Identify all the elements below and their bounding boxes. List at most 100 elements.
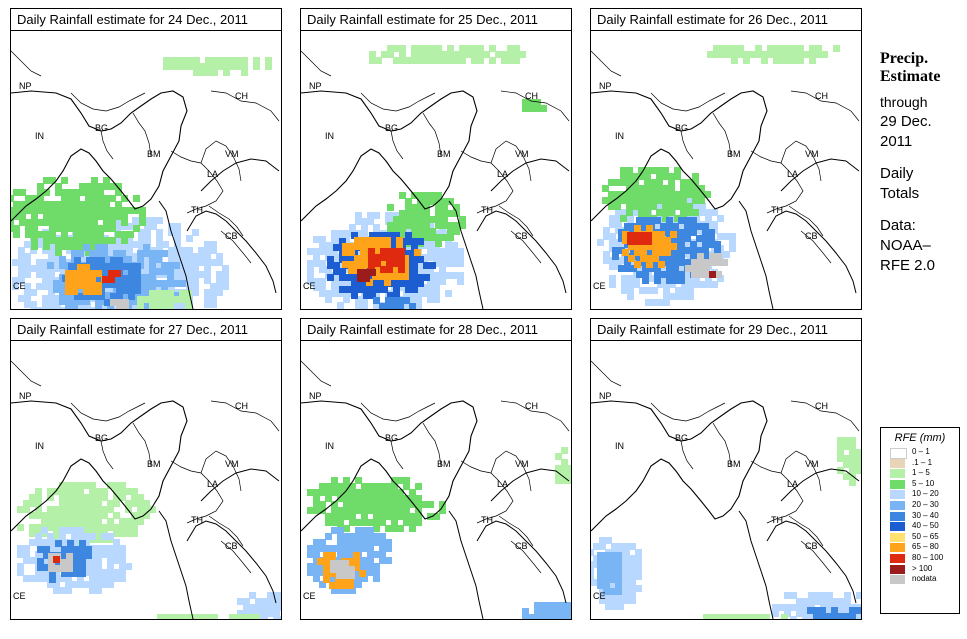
rainfall-area xyxy=(373,297,416,309)
country-label: TH xyxy=(771,515,783,525)
country-label: VM xyxy=(515,149,529,159)
country-label: NP xyxy=(309,81,322,91)
country-label: CH xyxy=(235,91,248,101)
legend-item: 30 – 40 xyxy=(881,511,959,522)
country-boundary xyxy=(448,468,570,619)
rainfall-area xyxy=(627,232,652,245)
sidebar-caption: Precip. Estimate through 29 Dec. 2011 Da… xyxy=(880,50,965,276)
rainfall-area xyxy=(157,614,260,619)
country-label: NP xyxy=(599,391,612,401)
country-label: IN xyxy=(615,441,624,451)
country-label: LA xyxy=(497,479,508,489)
legend-item: 10 – 20 xyxy=(881,489,959,500)
country-label: CH xyxy=(815,401,828,411)
legend-item: 50 – 65 xyxy=(881,532,959,543)
country-label: TH xyxy=(191,515,203,525)
legend-label: 40 – 50 xyxy=(912,521,939,531)
country-label: CB xyxy=(515,231,528,241)
legend-label: 30 – 40 xyxy=(912,510,939,520)
country-boundary xyxy=(301,90,478,222)
country-label: BM xyxy=(147,459,161,469)
rainfall-area xyxy=(369,45,526,64)
caption-through: through xyxy=(880,94,928,110)
rainfall-panel-5: Daily Rainfall estimate for 28 Dec., 201… xyxy=(300,318,572,620)
rainfall-area xyxy=(307,477,446,532)
country-label: NP xyxy=(19,391,32,401)
legend-label: 1 – 5 xyxy=(912,468,930,478)
rainfall-area xyxy=(807,607,861,619)
legend-label: 65 – 80 xyxy=(912,542,939,552)
country-label: IN xyxy=(325,441,334,451)
caption-totals: Totals xyxy=(880,185,920,202)
country-boundary xyxy=(11,50,280,264)
country-label: LA xyxy=(207,479,218,489)
country-label: CE xyxy=(303,591,316,601)
rainfall-panel-1: Daily Rainfall estimate for 24 Dec., 201… xyxy=(10,8,282,310)
country-label: BG xyxy=(675,433,688,443)
rainfall-area xyxy=(555,447,571,484)
country-label: LA xyxy=(497,169,508,179)
country-label: CB xyxy=(225,541,238,551)
country-label: IN xyxy=(35,441,44,451)
country-boundary xyxy=(301,400,478,532)
legend-item: .1 – 1 xyxy=(881,458,959,469)
panel-title: Daily Rainfall estimate for 28 Dec., 201… xyxy=(300,318,572,341)
map-canvas: NP CH IN BG BM VM LA TH CB CE xyxy=(11,50,280,309)
map-canvas: NP CH IN BG BM VM LA TH CB CE xyxy=(591,45,860,309)
rainfall-panel-2: Daily Rainfall estimate for 25 Dec., 201… xyxy=(300,8,572,310)
country-label: VM xyxy=(225,459,239,469)
panel-title: Daily Rainfall estimate for 24 Dec., 201… xyxy=(10,8,282,31)
rainfall-area xyxy=(102,270,121,283)
legend-swatch xyxy=(890,553,905,563)
legend-item: 20 – 30 xyxy=(881,500,959,511)
rainfall-area xyxy=(53,556,60,563)
caption-title-line2: Estimate xyxy=(880,68,941,85)
legend-swatch xyxy=(890,564,905,574)
caption-date: 29 Dec. xyxy=(880,113,932,130)
rainfall-area xyxy=(602,167,711,222)
legend-title: RFE (mm) xyxy=(894,432,946,444)
rainfall-area xyxy=(330,560,355,579)
country-label: NP xyxy=(599,81,612,91)
country-label: CE xyxy=(303,281,316,291)
legend-label: 50 – 65 xyxy=(912,531,939,541)
rainfall-panel-6: Daily Rainfall estimate for 29 Dec., 201… xyxy=(590,318,862,620)
country-label: BM xyxy=(727,149,741,159)
country-label: CH xyxy=(815,91,828,101)
country-boundary xyxy=(301,360,570,574)
legend-swatch xyxy=(890,511,905,521)
map-canvas: NP CH IN BG BM VM LA TH CB CE xyxy=(301,360,571,619)
country-label: IN xyxy=(35,131,44,141)
legend-swatch xyxy=(890,490,905,500)
country-label: TH xyxy=(481,205,493,215)
country-label: CH xyxy=(235,401,248,411)
rainfall-map: NP CH IN BG BM VM LA TH CB CE xyxy=(590,340,862,620)
country-label: BM xyxy=(147,149,161,159)
country-boundary xyxy=(11,400,188,532)
country-label: BM xyxy=(437,149,451,159)
country-label: CE xyxy=(13,281,26,291)
country-label: CB xyxy=(515,541,528,551)
panel-title: Daily Rainfall estimate for 27 Dec., 201… xyxy=(10,318,282,341)
country-boundary xyxy=(11,360,280,574)
country-boundary xyxy=(738,468,860,619)
legend-item: 1 – 5 xyxy=(881,468,959,479)
rainfall-panel-3: Daily Rainfall estimate for 26 Dec., 201… xyxy=(590,8,862,310)
map-canvas: NP CH IN BG BM VM LA TH CB CE xyxy=(591,360,861,619)
caption-product: RFE 2.0 xyxy=(880,257,936,274)
country-label: BG xyxy=(385,433,398,443)
country-label: BG xyxy=(95,433,108,443)
rainfall-area xyxy=(48,553,73,572)
legend-label: nodata xyxy=(912,574,937,584)
country-label: CB xyxy=(225,231,238,241)
rainfall-area xyxy=(522,99,547,112)
legend-item: > 100 xyxy=(881,564,959,575)
legend-item: 80 – 100 xyxy=(881,553,959,564)
legend-label: 10 – 20 xyxy=(912,489,939,499)
country-boundary xyxy=(591,360,860,574)
panel-title: Daily Rainfall estimate for 26 Dec., 201… xyxy=(590,8,862,31)
country-label: VM xyxy=(805,149,819,159)
map-canvas: NP CH IN BG BM VM LA TH CB CE xyxy=(11,360,281,619)
caption-source: NOAA– xyxy=(880,237,931,254)
country-label: TH xyxy=(771,205,783,215)
